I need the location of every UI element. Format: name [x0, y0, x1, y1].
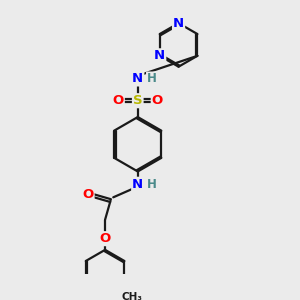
Text: H: H — [147, 72, 157, 86]
Text: N: N — [132, 178, 143, 191]
Text: N: N — [173, 17, 184, 30]
Text: H: H — [147, 178, 157, 191]
Text: O: O — [152, 94, 163, 107]
Text: CH₃: CH₃ — [122, 292, 143, 300]
Text: O: O — [82, 188, 94, 201]
Text: S: S — [133, 94, 142, 107]
Text: N: N — [132, 72, 143, 86]
Text: O: O — [112, 94, 124, 107]
Text: O: O — [100, 232, 111, 245]
Text: N: N — [154, 49, 165, 62]
